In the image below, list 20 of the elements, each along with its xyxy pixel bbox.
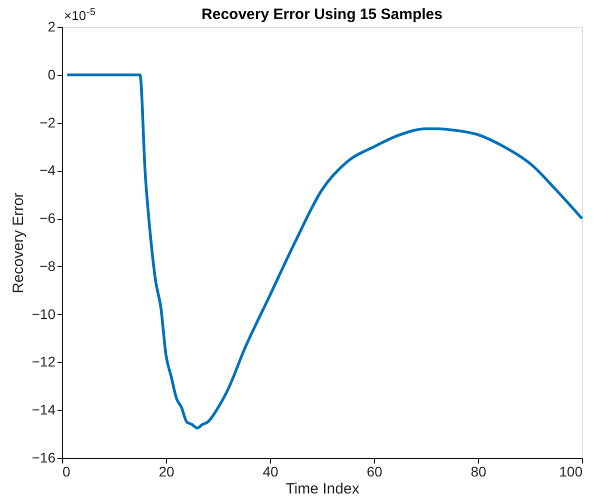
x-tick-label: 40 <box>262 464 278 480</box>
y-tick-label: −14 <box>32 402 56 418</box>
x-tick-label: 80 <box>470 464 486 480</box>
y-tick-label: −10 <box>32 306 56 322</box>
x-tick-label: 100 <box>559 464 583 480</box>
y-tick-label: −12 <box>32 354 56 370</box>
y-tick-label: −6 <box>40 210 56 226</box>
y-tick-label: −4 <box>40 162 56 178</box>
y-tick-label: 0 <box>48 66 56 82</box>
x-axis-title: Time Index <box>286 480 360 498</box>
y-tick-label: −2 <box>40 114 56 130</box>
y-tick-label: −16 <box>32 450 56 466</box>
x-tick-label: 20 <box>158 464 174 480</box>
x-tick-label: 60 <box>366 464 382 480</box>
y-tick-label: 2 <box>48 18 56 34</box>
x-tick-label: 0 <box>62 464 70 480</box>
y-tick-label: −8 <box>40 258 56 274</box>
y-axis-title: Recovery Error <box>10 192 27 294</box>
line-series <box>66 73 584 430</box>
chart-title: Recovery Error Using 15 Samples <box>202 6 442 23</box>
